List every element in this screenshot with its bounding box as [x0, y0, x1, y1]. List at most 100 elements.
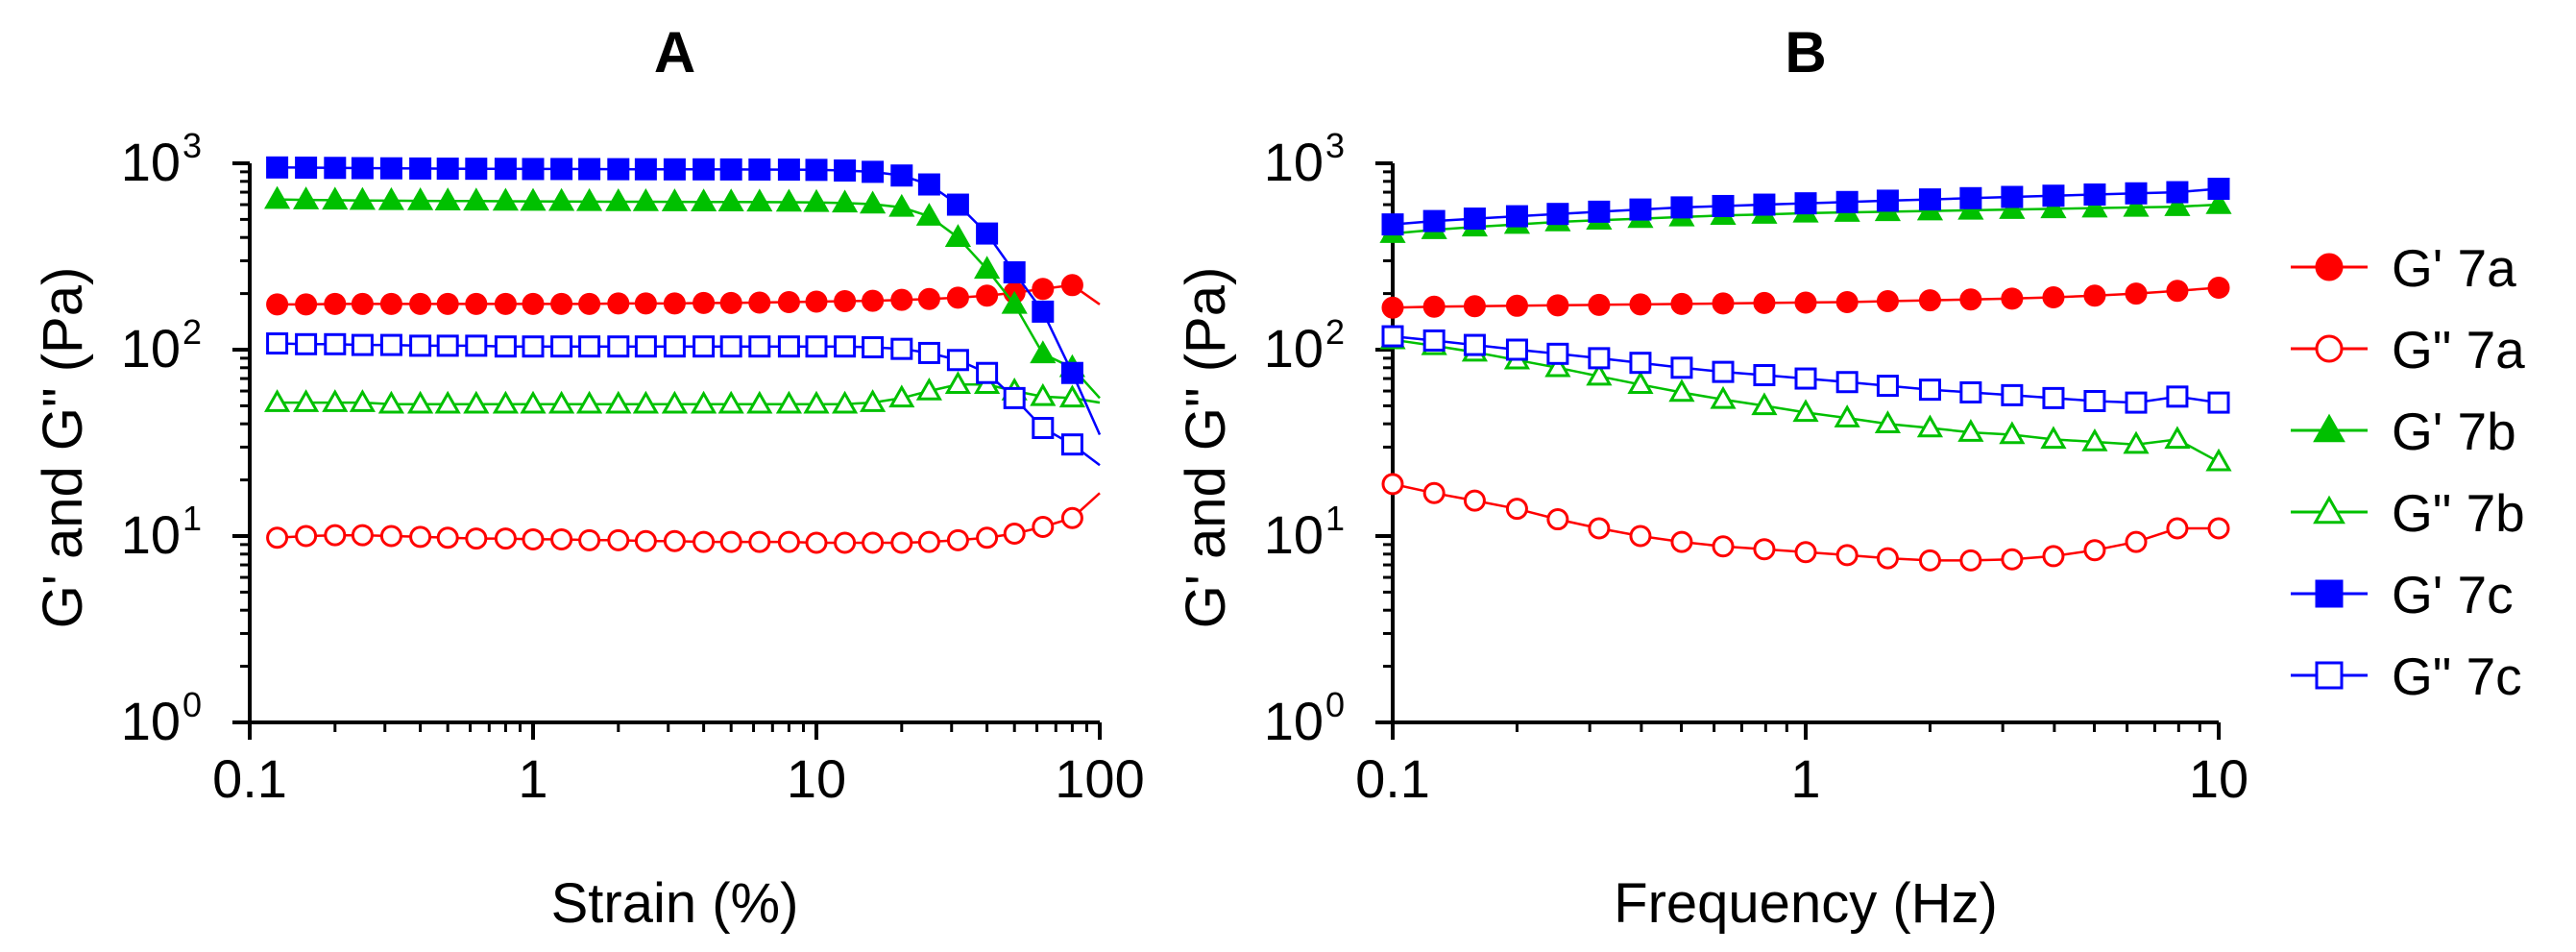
x-axis-title: Strain (%) — [551, 872, 799, 935]
data-point — [832, 189, 859, 213]
data-point — [1001, 290, 1028, 314]
data-point — [605, 187, 632, 211]
data-point — [777, 530, 800, 553]
data-point — [1835, 190, 1859, 213]
data-point — [1753, 193, 1776, 216]
data-point — [2166, 385, 2189, 408]
data-point — [777, 290, 800, 313]
data-point — [1629, 352, 1652, 375]
data-point — [1588, 517, 1611, 540]
data-point — [2205, 448, 2232, 472]
data-point — [1792, 399, 1819, 423]
data-point — [1546, 342, 1569, 365]
data-point — [2042, 285, 2065, 308]
data-point — [1959, 288, 1982, 311]
data-point — [1794, 541, 1817, 564]
y-tick-label: 10 — [121, 132, 181, 192]
data-point — [1918, 188, 1941, 211]
data-point — [862, 289, 885, 312]
data-point — [322, 389, 349, 412]
data-point — [663, 529, 686, 552]
x-tick-label: 10 — [2189, 748, 2248, 809]
data-point — [1876, 189, 1899, 212]
data-point — [463, 390, 490, 414]
data-point — [717, 390, 744, 414]
data-point — [550, 527, 573, 550]
data-point — [324, 157, 347, 180]
data-point — [2083, 389, 2106, 412]
data-point — [463, 187, 490, 211]
data-point — [976, 526, 999, 549]
data-point — [2042, 184, 2065, 207]
data-point — [293, 389, 320, 412]
data-point — [2042, 545, 2065, 568]
data-point — [1546, 203, 1569, 226]
data-point — [2001, 383, 2024, 406]
data-point — [805, 531, 828, 554]
data-point — [2040, 195, 2067, 219]
data-point — [915, 203, 942, 226]
data-point — [434, 187, 461, 210]
data-point — [351, 524, 374, 547]
data-point — [465, 334, 488, 357]
data-point — [351, 292, 374, 315]
data-point — [605, 390, 632, 414]
data-point — [890, 288, 913, 311]
data-point — [578, 158, 601, 181]
data-point — [1032, 300, 1055, 323]
data-point — [1505, 294, 1528, 317]
x-tick-label: 1 — [1790, 748, 1820, 809]
data-point — [1003, 386, 1026, 409]
data-point — [2123, 193, 2150, 217]
data-point — [2001, 185, 2024, 208]
data-point — [2042, 386, 2065, 409]
data-point — [379, 525, 402, 548]
data-point — [1381, 473, 1404, 496]
y-tick-label: 10 — [1264, 132, 1324, 192]
data-point — [349, 389, 376, 412]
y-tick-exponent: 1 — [182, 499, 202, 538]
data-point — [2125, 391, 2148, 414]
data-point — [1835, 371, 1859, 394]
data-point — [775, 188, 802, 212]
data-point — [465, 158, 488, 181]
data-point — [691, 390, 717, 414]
data-point — [2123, 430, 2150, 454]
data-point — [917, 287, 940, 310]
data-point — [295, 525, 318, 548]
data-point — [719, 158, 742, 181]
data-point — [550, 335, 573, 358]
data-point — [1794, 291, 1817, 314]
data-point — [1876, 547, 1899, 570]
data-point — [775, 390, 802, 414]
data-point — [494, 527, 517, 550]
data-point — [2205, 191, 2232, 214]
data-point — [607, 158, 630, 181]
data-point — [578, 528, 601, 551]
data-point — [691, 188, 717, 212]
data-point — [805, 159, 828, 182]
data-point — [1959, 549, 1982, 572]
data-point — [1876, 375, 1899, 398]
data-point — [377, 186, 404, 210]
data-point — [550, 292, 573, 315]
data-point — [379, 333, 402, 356]
data-point — [2001, 287, 2024, 310]
data-point — [717, 188, 744, 212]
data-point — [407, 390, 434, 414]
y-tick-label: 10 — [121, 504, 181, 565]
data-point — [2125, 530, 2148, 553]
data-point — [264, 389, 291, 412]
data-point — [1999, 196, 2026, 219]
data-point — [2207, 178, 2230, 201]
data-point — [1060, 361, 1083, 384]
data-point — [693, 291, 716, 314]
data-point — [1032, 278, 1055, 301]
data-point — [1670, 292, 1693, 315]
legend-marker — [2315, 334, 2344, 363]
data-point — [578, 292, 601, 315]
series-g-prime-prime-7a — [1381, 473, 2230, 572]
data-point — [834, 335, 857, 358]
data-point — [777, 159, 800, 182]
